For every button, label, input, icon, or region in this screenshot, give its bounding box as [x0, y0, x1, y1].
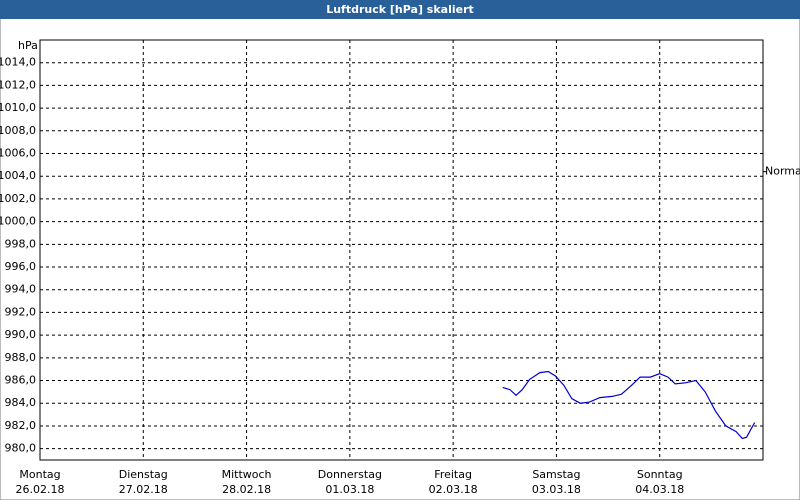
y-tick-label: 1004,0 [0, 169, 36, 182]
y-tick-label: 1008,0 [0, 124, 36, 137]
x-tick-label: Donnerstag [318, 468, 382, 481]
chart-title: Luftdruck [hPa] skaliert [326, 3, 474, 16]
x-tick-label: Freitag [434, 468, 472, 481]
x-tick-date: 04.03.18 [635, 483, 684, 496]
y-tick-label: 1010,0 [0, 101, 36, 114]
y-tick-label: 1002,0 [0, 192, 36, 205]
y-tick-label: 986,0 [5, 374, 37, 387]
y-tick-label: 992,0 [5, 305, 37, 318]
x-tick-label: Dienstag [119, 468, 168, 481]
x-tick-label: Sonntag [637, 468, 683, 481]
y-tick-label: 996,0 [5, 260, 37, 273]
x-tick-date: 01.03.18 [325, 483, 374, 496]
x-tick-date: 03.03.18 [532, 483, 581, 496]
y-tick-label: 1012,0 [0, 78, 36, 91]
y-unit: hPa [18, 39, 38, 52]
y-tick-label: 998,0 [5, 237, 37, 250]
y-tick-label: 988,0 [5, 351, 37, 364]
y-tick-label: 984,0 [5, 396, 37, 409]
y-tick-label: 990,0 [5, 328, 37, 341]
y-tick-label: 982,0 [5, 419, 37, 432]
y-tick-label: 994,0 [5, 283, 37, 296]
x-tick-label: Samstag [532, 468, 580, 481]
title-bar [0, 0, 800, 19]
y-tick-label: 1014,0 [0, 56, 36, 69]
y-tick-label: 980,0 [5, 442, 37, 455]
pressure-line [502, 370, 756, 440]
y-tick-label: 1000,0 [0, 215, 36, 228]
x-tick-date: 28.02.18 [222, 483, 271, 496]
x-tick-date: 27.02.18 [119, 483, 168, 496]
x-tick-label: Montag [19, 468, 60, 481]
normal-label: Normal [765, 165, 800, 178]
x-tick-label: Mittwoch [222, 468, 272, 481]
plot-frame [39, 39, 764, 461]
x-tick-date: 26.02.18 [16, 483, 65, 496]
x-tick-date: 02.03.18 [429, 483, 478, 496]
y-tick-label: 1006,0 [0, 147, 36, 160]
